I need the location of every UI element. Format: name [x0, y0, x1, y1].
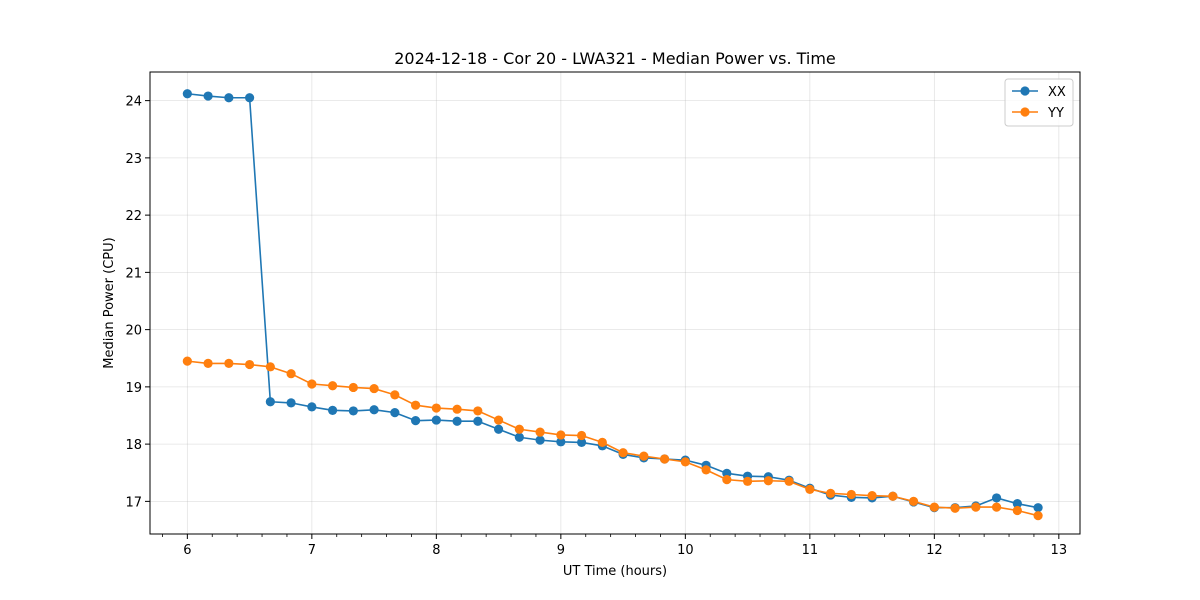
y-tick-label: 24 — [125, 95, 142, 110]
legend-label-xx: XX — [1048, 85, 1066, 100]
data-point-xx — [535, 435, 545, 445]
data-point-yy — [307, 379, 317, 389]
data-point-xx — [431, 415, 441, 425]
data-point-xx — [224, 93, 234, 103]
data-point-xx — [265, 397, 275, 407]
legend-label-yy: YY — [1047, 106, 1064, 121]
data-point-yy — [182, 356, 192, 366]
data-point-yy — [390, 390, 400, 400]
data-point-yy — [576, 430, 587, 441]
legend-marker-yy — [1020, 107, 1030, 117]
data-point-xx — [1012, 499, 1022, 509]
data-point-yy — [763, 476, 773, 486]
data-point-yy — [369, 383, 379, 394]
data-point-yy — [825, 488, 836, 498]
data-point-xx — [203, 91, 213, 101]
data-point-yy — [410, 400, 421, 410]
data-point-xx — [514, 432, 524, 442]
data-point-xx — [182, 89, 192, 99]
data-point-yy — [888, 491, 898, 501]
y-tick-label: 21 — [125, 266, 142, 281]
data-point-xx — [473, 416, 483, 426]
data-point-yy — [556, 430, 566, 440]
data-point-xx — [307, 402, 317, 412]
data-point-yy — [431, 403, 441, 413]
data-point-yy — [1012, 505, 1022, 516]
data-point-yy — [659, 454, 670, 464]
y-tick-label: 18 — [125, 438, 142, 453]
data-point-yy — [535, 427, 545, 437]
data-point-yy — [950, 503, 960, 513]
data-point-yy — [1033, 511, 1043, 521]
data-point-xx — [328, 405, 338, 415]
data-point-yy — [929, 502, 939, 512]
data-point-yy — [991, 502, 1002, 512]
plot-lines — [182, 89, 1043, 521]
data-point-xx — [452, 416, 462, 426]
data-point-yy — [203, 358, 213, 368]
legend: XX YY — [1004, 78, 1074, 127]
y-tick-label: 22 — [125, 209, 142, 224]
x-tick-label: 6 — [183, 543, 191, 558]
data-point-xx — [1033, 503, 1043, 513]
data-point-yy — [244, 359, 255, 370]
x-tick-label: 7 — [308, 543, 316, 558]
x-axis-label: UT Time (hours) — [563, 564, 667, 579]
data-point-xx — [244, 93, 255, 103]
plot-frame — [149, 71, 1081, 535]
data-point-yy — [265, 362, 275, 372]
data-point-xx — [348, 406, 358, 416]
chart-title: 2024-12-18 - Cor 20 - LWA321 - Median Po… — [394, 49, 836, 68]
data-point-yy — [908, 496, 919, 506]
data-point-yy — [742, 476, 753, 486]
data-point-yy — [639, 451, 649, 461]
x-tick-label: 11 — [802, 543, 819, 558]
data-point-yy — [473, 406, 483, 416]
data-point-xx — [410, 416, 421, 426]
data-point-yy — [784, 476, 794, 486]
x-tick-label: 12 — [926, 543, 943, 558]
grid — [150, 72, 1080, 534]
data-point-yy — [493, 415, 504, 425]
x-tick-label: 13 — [1051, 543, 1068, 558]
data-point-yy — [805, 484, 815, 494]
data-point-yy — [452, 404, 462, 414]
x-tick-label: 8 — [432, 543, 440, 558]
data-point-yy — [701, 465, 711, 475]
y-tick-label: 19 — [125, 381, 142, 396]
data-point-xx — [991, 493, 1002, 503]
legend-marker-xx — [1020, 86, 1030, 96]
data-point-yy — [597, 437, 607, 448]
data-point-xx — [390, 408, 400, 418]
data-point-yy — [618, 448, 628, 458]
y-tick-label: 23 — [125, 152, 142, 167]
x-tick-label: 9 — [557, 543, 565, 558]
axes: 6 7 8 9 10 11 12 13 17 18 19 20 21 22 23 24 — [125, 95, 1067, 558]
data-point-yy — [867, 491, 877, 501]
data-point-yy — [680, 457, 690, 467]
data-point-yy — [286, 369, 296, 379]
data-point-yy — [846, 489, 856, 500]
data-point-xx — [286, 398, 296, 408]
data-point-xx — [493, 424, 504, 434]
y-tick-label: 20 — [125, 324, 142, 339]
y-tick-label: 17 — [125, 495, 142, 510]
data-point-yy — [328, 381, 338, 391]
data-point-yy — [971, 502, 981, 512]
x-tick-label: 10 — [677, 543, 694, 558]
data-point-xx — [556, 437, 566, 447]
data-point-yy — [348, 382, 358, 393]
data-point-yy — [514, 424, 524, 434]
data-point-yy — [224, 358, 234, 368]
data-point-xx — [576, 437, 587, 448]
data-point-yy — [722, 475, 732, 485]
data-point-xx — [369, 405, 379, 415]
data-point-xx — [722, 468, 732, 478]
y-axis-label: Median Power (CPU) — [102, 237, 117, 368]
